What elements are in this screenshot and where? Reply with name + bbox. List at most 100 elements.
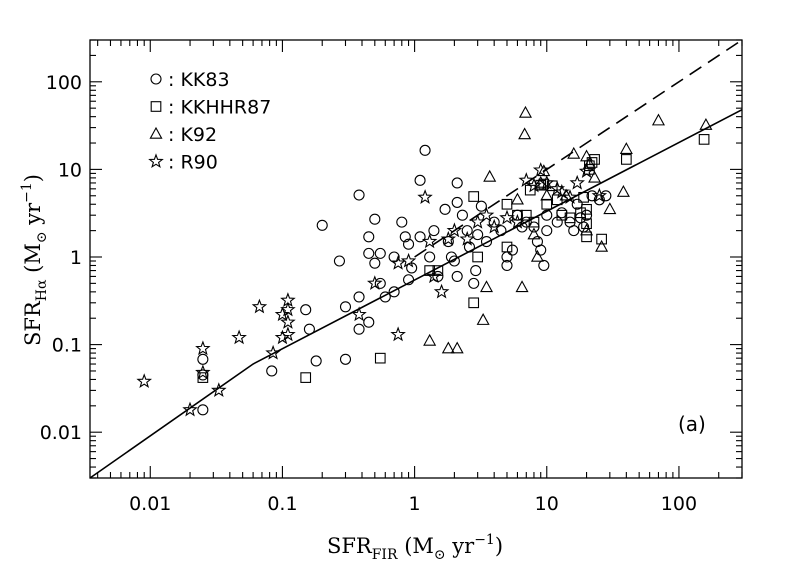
- kk83-point: [541, 225, 553, 237]
- kkhhr87-point: [575, 207, 586, 219]
- kk83-point: [419, 144, 431, 156]
- kkhhr87-point: [581, 231, 592, 243]
- kk83-point: [475, 200, 487, 212]
- kk83-point: [442, 236, 454, 248]
- kk83-point: [353, 189, 365, 201]
- k92-point: [479, 280, 494, 293]
- kk83-point: [363, 316, 375, 328]
- kk83-point: [197, 353, 209, 365]
- dashed-relation-line: [414, 39, 743, 258]
- r90-point: [591, 187, 608, 203]
- kk83-point: [414, 231, 426, 243]
- r90-point: [280, 301, 296, 317]
- r90-point: [440, 230, 457, 246]
- kk83-point: [461, 225, 473, 237]
- r90-point: [280, 313, 296, 329]
- kk83-point: [374, 277, 386, 289]
- kk83-point: [451, 196, 463, 208]
- r90-point: [251, 298, 268, 314]
- r90-point: [459, 230, 476, 246]
- legend-label: : R90: [168, 152, 218, 174]
- r90-point: [400, 252, 417, 268]
- k92-point: [515, 280, 529, 293]
- r90-point: [539, 174, 555, 190]
- r90-point: [231, 329, 247, 345]
- kkhhr87-point: [512, 209, 523, 221]
- legend: : KK83: KKHHR87: K92: R90: [148, 69, 271, 174]
- k92-point: [588, 170, 602, 183]
- k92-point: [619, 142, 633, 154]
- axes-layer: 0.01 0.1 1 10 100 0.01 0.1 1 10 100: [40, 39, 743, 515]
- y-axis-title: SFRHα (M⊙ yr−1): [19, 174, 50, 346]
- kk83-point: [488, 216, 500, 228]
- kkhhr87-point: [578, 191, 589, 203]
- kkhhr87-point: [556, 209, 568, 221]
- k92-point: [530, 249, 544, 262]
- kk83-point: [363, 231, 375, 243]
- r90-point: [446, 222, 463, 238]
- kkhhr87-point: [468, 191, 480, 202]
- legend-marker-circle: [150, 73, 162, 85]
- kk83-point: [468, 277, 480, 289]
- data-points-layer: [136, 105, 713, 417]
- legend-label: : KKHHR87: [168, 97, 271, 119]
- kk83-point: [538, 259, 550, 272]
- kk83-point: [353, 323, 365, 335]
- kkhhr87-point: [472, 251, 484, 263]
- r90-point: [274, 329, 291, 345]
- kk83-point: [568, 225, 580, 237]
- kk83-point: [403, 274, 415, 286]
- r90-point: [499, 209, 515, 225]
- x-tick-label: 1: [409, 493, 421, 515]
- r90-point: [280, 326, 296, 342]
- legend-marker-square: [150, 101, 162, 112]
- k92-point: [580, 149, 594, 162]
- kk83-point: [374, 247, 386, 259]
- y-tick-label: 0.1: [52, 335, 82, 357]
- legend-marker-triangle: [149, 126, 163, 139]
- kk83-point: [506, 244, 519, 256]
- kk83-point: [480, 236, 493, 248]
- r90-point: [195, 340, 211, 356]
- r90-point: [136, 373, 153, 388]
- k92-point: [518, 127, 532, 140]
- k92-point: [595, 239, 609, 252]
- k92-point: [651, 113, 665, 126]
- kk83-point: [363, 247, 375, 259]
- kk83-point: [369, 213, 381, 225]
- k92-point: [441, 341, 455, 354]
- kk83-point: [369, 257, 381, 269]
- r90-point: [351, 306, 367, 322]
- kkhhr87-point: [501, 198, 513, 210]
- x-tick-label: 0.01: [129, 493, 171, 515]
- kkhhr87-point: [300, 372, 312, 383]
- kkhhr87-point: [564, 212, 576, 224]
- r90-point: [433, 283, 450, 299]
- y-tick-label: 1: [70, 247, 82, 269]
- kkhhr87-point: [197, 372, 209, 383]
- r90-point: [210, 382, 227, 397]
- legend-marker-star: [148, 153, 164, 169]
- kk83-point: [451, 177, 463, 189]
- legend-label: : K92: [168, 124, 217, 146]
- kk83-point: [379, 291, 391, 303]
- kk83-point: [428, 225, 440, 237]
- r90-point: [554, 183, 570, 199]
- kkhhr87-point: [541, 198, 553, 210]
- kk83-point: [456, 209, 468, 221]
- r90-point: [486, 218, 503, 234]
- kkhhr87-point: [581, 218, 592, 230]
- k92-point: [483, 169, 497, 182]
- r90-point: [569, 174, 585, 190]
- kk83-point: [470, 265, 482, 277]
- plot-frame: [89, 39, 743, 479]
- kkhhr87-point: [374, 352, 386, 364]
- k92-point: [699, 118, 713, 130]
- kk83-point: [339, 353, 352, 365]
- kk83-point: [439, 203, 451, 215]
- kk83-point: [535, 244, 547, 256]
- kk83-point: [581, 209, 593, 221]
- r90-point: [518, 172, 535, 187]
- k92-point: [518, 105, 532, 118]
